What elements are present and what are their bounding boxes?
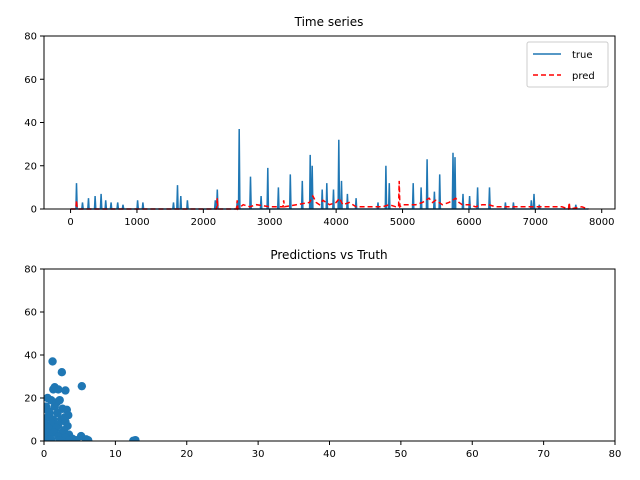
time-series-title: Time series — [294, 15, 364, 29]
time-series-x-tick-label: 0 — [67, 217, 73, 228]
scatter-axes-frame — [43, 268, 616, 442]
time-series-y-tick-label: 0 — [31, 205, 37, 216]
scatter-y-tick-label: 0 — [31, 437, 37, 448]
time-series-x-tick-label: 3000 — [257, 217, 282, 228]
scatter-points — [44, 357, 140, 441]
scatter-y-tick-label: 80 — [24, 265, 37, 276]
legend-box — [526, 41, 609, 88]
time-series-x-tick-label: 7000 — [523, 217, 548, 228]
time-series-x-ticks: 0 1000 2000 3000 4000 5000 6000 7000 8000 — [67, 209, 614, 228]
scatter-point — [44, 406, 53, 416]
scatter-y-tick-label: 40 — [24, 351, 37, 362]
time-series-y-tick-label: 20 — [24, 161, 37, 172]
time-series-x-tick-label: 2000 — [191, 217, 216, 228]
scatter-x-tick-label: 50 — [395, 449, 408, 460]
scatter-point — [71, 435, 81, 441]
scatter-point — [44, 436, 49, 441]
legend-true-label: true — [572, 50, 593, 61]
time-series-y-tick-label: 60 — [24, 75, 37, 86]
scatter-y-ticks: 0 20 40 60 80 — [24, 265, 44, 448]
scatter-point — [57, 368, 67, 377]
scatter-x-tick-label: 60 — [466, 449, 479, 460]
scatter-x-ticks: 0 10 20 30 40 50 60 70 80 — [41, 441, 622, 460]
scatter-point — [54, 385, 63, 394]
legend-pred-label: pred — [572, 71, 595, 82]
scatter-x-tick-label: 80 — [609, 449, 622, 460]
scatter-x-tick-label: 10 — [109, 449, 122, 460]
scatter-point — [129, 436, 138, 441]
series-pred-line — [70, 180, 589, 211]
scatter-title: Predictions vs Truth — [270, 248, 387, 262]
scatter-x-tick-label: 0 — [41, 449, 47, 460]
time-series-chart: Time series 0 1000 2000 3000 4000 5000 6000 700… — [24, 15, 616, 228]
scatter-point — [50, 402, 59, 411]
time-series-y-tick-label: 80 — [24, 32, 37, 43]
scatter-y-tick-label: 60 — [24, 308, 37, 319]
time-series-x-tick-label: 5000 — [390, 217, 415, 228]
time-series-x-tick-label: 8000 — [589, 217, 614, 228]
scatter-point — [53, 408, 62, 418]
time-series-x-tick-label: 6000 — [456, 217, 481, 228]
time-series-y-tick-label: 40 — [24, 118, 37, 129]
time-series-y-ticks: 0 20 40 60 80 — [24, 32, 44, 216]
series-true-line — [70, 128, 589, 210]
scatter-point — [61, 386, 70, 395]
scatter-x-tick-label: 20 — [180, 449, 193, 460]
time-series-x-tick-label: 1000 — [124, 217, 149, 228]
scatter-x-tick-label: 40 — [323, 449, 336, 460]
time-series-legend: true pred — [526, 41, 609, 88]
scatter-chart: Predictions vs Truth 0 10 20 30 40 50 60 70 80 0… — [24, 248, 621, 460]
scatter-point — [55, 395, 64, 405]
scatter-point — [48, 357, 57, 366]
scatter-point — [77, 381, 87, 391]
scatter-point — [46, 435, 56, 441]
scatter-point — [60, 413, 69, 422]
scatter-x-tick-label: 30 — [252, 449, 265, 460]
time-series-x-tick-label: 4000 — [323, 217, 348, 228]
time-series-lines — [70, 128, 589, 211]
scatter-y-tick-label: 20 — [24, 394, 37, 405]
scatter-point — [84, 436, 93, 441]
scatter-point — [55, 436, 64, 441]
scatter-point — [64, 436, 74, 441]
scatter-x-tick-label: 70 — [537, 449, 550, 460]
